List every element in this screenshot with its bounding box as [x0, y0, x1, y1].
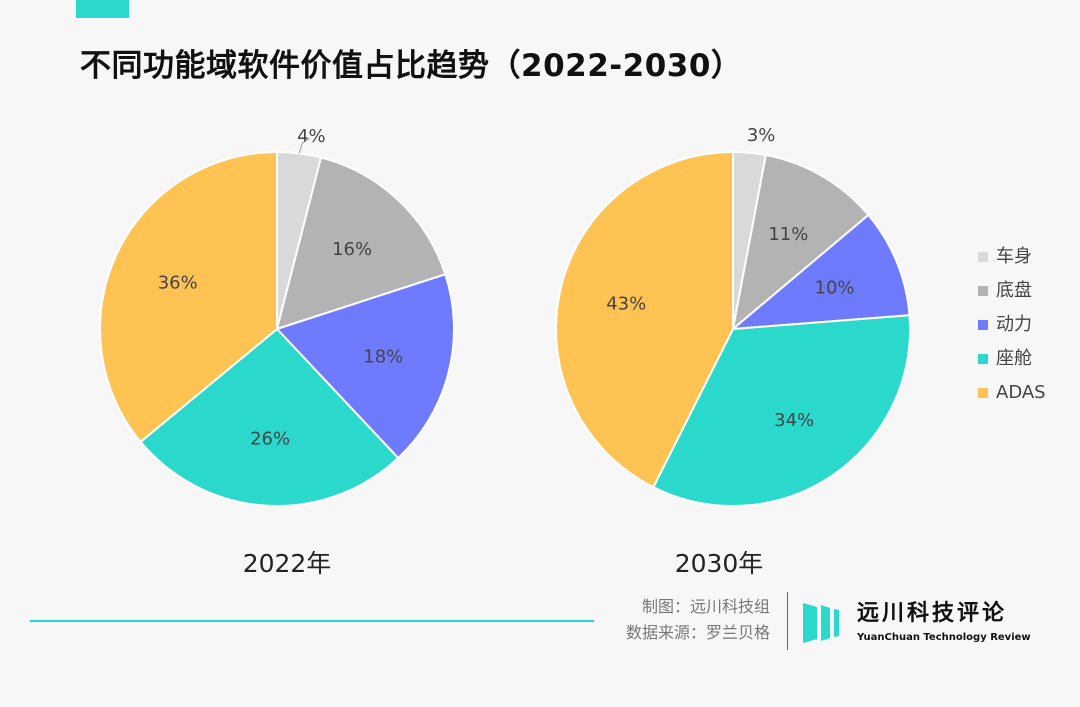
data-label: 10%: [815, 277, 855, 298]
legend-swatch: [978, 252, 988, 262]
logo-text-cn: 远川科技评论: [857, 601, 1008, 626]
pie-slice-动力: [275, 273, 455, 460]
pie-slice-ADAS: [555, 150, 734, 489]
pie-title-2030: 2030年: [674, 549, 764, 578]
data-label: 11%: [768, 224, 808, 245]
legend-label: ADAS: [996, 382, 1046, 403]
accent-bar: [76, 0, 129, 18]
credits: 制图：远川科技组 数据来源：罗兰贝格: [580, 594, 770, 646]
data-label: 3%: [747, 125, 776, 146]
pie-slice-动力: [729, 213, 911, 331]
credit-source: 数据来源：罗兰贝格: [625, 623, 770, 642]
data-label: 34%: [774, 410, 814, 431]
legend-item: 动力: [978, 308, 1046, 342]
legend-label: 座舱: [996, 348, 1032, 369]
leader-line: [298, 137, 310, 154]
pie-slice-座舱: [652, 314, 911, 507]
legend-swatch: [978, 354, 988, 364]
credit-maker: 制图：远川科技组: [641, 597, 770, 616]
legend-label: 动力: [996, 314, 1032, 335]
data-label: 4%: [297, 126, 326, 147]
legend: 车身 底盘 动力 座舱 ADAS: [978, 240, 1046, 410]
divider-line: [30, 620, 594, 622]
logo-icon: [803, 603, 839, 643]
legend-item: 底盘: [978, 274, 1046, 308]
data-label: 26%: [250, 429, 290, 450]
legend-label: 底盘: [996, 280, 1032, 301]
legend-item: 车身: [978, 240, 1046, 274]
legend-swatch: [978, 320, 988, 330]
legend-item: 座舱: [978, 342, 1046, 376]
data-label: 16%: [332, 239, 372, 260]
data-label: 36%: [158, 272, 198, 293]
pie-slice-底盘: [731, 153, 870, 332]
legend-item: ADAS: [978, 376, 1046, 410]
data-label: 18%: [363, 346, 403, 367]
legend-label: 车身: [996, 246, 1032, 267]
pie-slice-底盘: [275, 156, 447, 331]
logo-text-en: YuanChuan Technology Review: [857, 632, 1031, 643]
legend-swatch: [978, 388, 988, 398]
page-title: 不同功能域软件价值占比趋势（2022-2030）: [80, 48, 743, 84]
separator: [787, 592, 788, 650]
data-label: 43%: [606, 294, 646, 315]
pie-slice-ADAS: [99, 150, 278, 444]
legend-swatch: [978, 286, 988, 296]
pie-slice-座舱: [139, 327, 400, 507]
pie-title-2022: 2022年: [242, 549, 332, 578]
